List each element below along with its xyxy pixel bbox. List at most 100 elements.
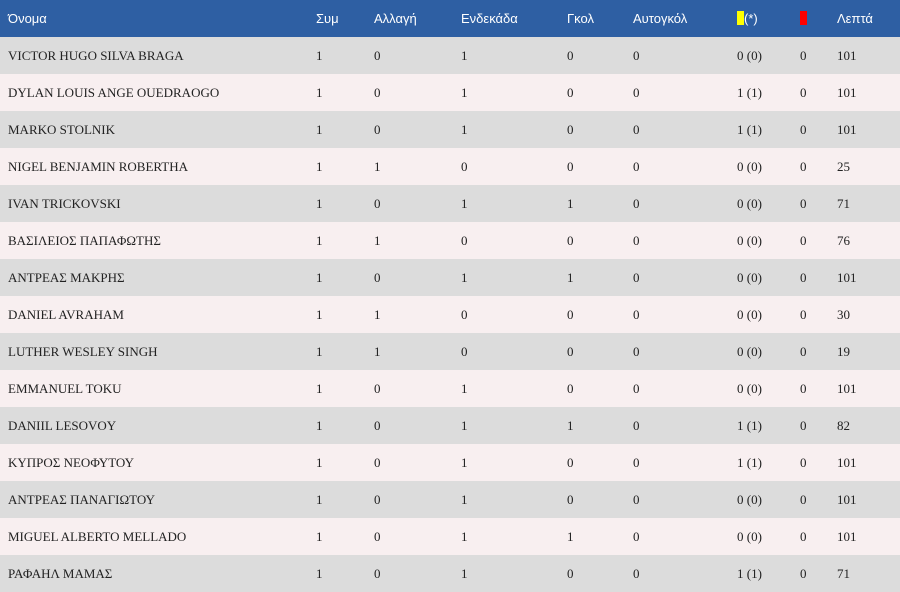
col-header-minutes[interactable]: Λεπτά (837, 11, 873, 26)
red-cards-cell: 0 (800, 306, 807, 322)
table-row: ΑΝΤΡΕΑΣ ΜΑΚΡΗΣ 1 0 1 1 0 0 (0) 0 101 (0, 259, 900, 296)
yellow-cards-cell: 0 (0) (737, 343, 762, 359)
yellow-cards-cell: 0 (0) (737, 380, 762, 396)
own-goals-cell: 0 (633, 417, 640, 433)
col-header-yellow-cards[interactable]: (*) (737, 0, 800, 37)
goals-cell: 1 (567, 195, 574, 211)
table-row: NIGEL BENJAMIN ROBERTHA 1 1 0 0 0 0 (0) 0 25 (0, 148, 900, 185)
start-cell: 1 (461, 121, 468, 137)
yellow-card-icon (737, 11, 744, 25)
sub-cell: 1 (374, 306, 381, 322)
red-cards-cell: 0 (800, 417, 807, 433)
apps-cell: 1 (316, 343, 323, 359)
apps-cell: 1 (316, 565, 323, 581)
sub-cell: 0 (374, 84, 381, 100)
player-name: LUTHER WESLEY SINGH (8, 343, 158, 359)
col-header-red-cards[interactable] (800, 0, 837, 37)
sub-cell: 0 (374, 47, 381, 63)
apps-cell: 1 (316, 491, 323, 507)
player-name: IVAN TRICKOVSKI (8, 195, 121, 211)
minutes-cell: 101 (837, 84, 857, 100)
own-goals-cell: 0 (633, 380, 640, 396)
start-cell: 1 (461, 195, 468, 211)
goals-cell: 0 (567, 84, 574, 100)
minutes-cell: 101 (837, 528, 857, 544)
goals-cell: 0 (567, 343, 574, 359)
start-cell: 1 (461, 565, 468, 581)
own-goals-cell: 0 (633, 84, 640, 100)
player-name: MIGUEL ALBERTO MELLADO (8, 528, 187, 544)
goals-cell: 1 (567, 417, 574, 433)
yellow-cards-cell: 1 (1) (737, 454, 762, 470)
goals-cell: 0 (567, 158, 574, 174)
player-name: ΡΑΦΑΗΛ ΜΑΜΑΣ (8, 565, 113, 581)
table-row: EMMANUEL TOKU 1 0 1 0 0 0 (0) 0 101 (0, 370, 900, 407)
col-header-name[interactable]: Όνομα (8, 11, 47, 26)
yellow-cards-cell: 0 (0) (737, 491, 762, 507)
own-goals-cell: 0 (633, 306, 640, 322)
yellow-cards-cell: 0 (0) (737, 195, 762, 211)
goals-cell: 0 (567, 232, 574, 248)
red-cards-cell: 0 (800, 565, 807, 581)
apps-cell: 1 (316, 306, 323, 322)
sub-cell: 1 (374, 158, 381, 174)
table-row: ΚΥΠΡΟΣ ΝΕΟΦΥΤΟΥ 1 0 1 0 0 1 (1) 0 101 (0, 444, 900, 481)
start-cell: 0 (461, 343, 468, 359)
goals-cell: 0 (567, 380, 574, 396)
yellow-cards-cell: 1 (1) (737, 417, 762, 433)
col-header-start[interactable]: Ενδεκάδα (461, 11, 518, 26)
player-name: NIGEL BENJAMIN ROBERTHA (8, 158, 189, 174)
sub-cell: 0 (374, 565, 381, 581)
own-goals-cell: 0 (633, 195, 640, 211)
table-row: VICTOR HUGO SILVA BRAGA 1 0 1 0 0 0 (0) 0 101 (0, 37, 900, 74)
sub-cell: 1 (374, 232, 381, 248)
yellow-cards-cell: 1 (1) (737, 121, 762, 137)
col-header-goals[interactable]: Γκολ (567, 11, 594, 26)
apps-cell: 1 (316, 417, 323, 433)
red-cards-cell: 0 (800, 380, 807, 396)
table-row: ΒΑΣΙΛΕΙΟΣ ΠΑΠΑΦΩΤΗΣ 1 1 0 0 0 0 (0) 0 76 (0, 222, 900, 259)
col-header-sub[interactable]: Αλλαγή (374, 11, 417, 26)
own-goals-cell: 0 (633, 454, 640, 470)
minutes-cell: 101 (837, 121, 857, 137)
apps-cell: 1 (316, 454, 323, 470)
yellow-cards-cell: 0 (0) (737, 306, 762, 322)
table-row: LUTHER WESLEY SINGH 1 1 0 0 0 0 (0) 0 19 (0, 333, 900, 370)
start-cell: 0 (461, 232, 468, 248)
sub-cell: 0 (374, 380, 381, 396)
apps-cell: 1 (316, 47, 323, 63)
red-cards-cell: 0 (800, 47, 807, 63)
goals-cell: 0 (567, 491, 574, 507)
yellow-cards-cell: 1 (1) (737, 84, 762, 100)
table-row: ΑΝΤΡΕΑΣ ΠΑΝΑΓΙΩΤΟΥ 1 0 1 0 0 0 (0) 0 101 (0, 481, 900, 518)
own-goals-cell: 0 (633, 121, 640, 137)
own-goals-cell: 0 (633, 491, 640, 507)
table-row: ΡΑΦΑΗΛ ΜΑΜΑΣ 1 0 1 0 0 1 (1) 0 71 (0, 555, 900, 592)
apps-cell: 1 (316, 121, 323, 137)
player-name: ΑΝΤΡΕΑΣ ΜΑΚΡΗΣ (8, 269, 125, 285)
yellow-cards-cell: 0 (0) (737, 158, 762, 174)
yellow-cards-cell: 0 (0) (737, 528, 762, 544)
table-row: IVAN TRICKOVSKI 1 0 1 1 0 0 (0) 0 71 (0, 185, 900, 222)
own-goals-cell: 0 (633, 528, 640, 544)
player-name: EMMANUEL TOKU (8, 380, 122, 396)
col-header-own-goals[interactable]: Αυτογκόλ (633, 11, 688, 26)
apps-cell: 1 (316, 232, 323, 248)
start-cell: 0 (461, 158, 468, 174)
red-cards-cell: 0 (800, 84, 807, 100)
apps-cell: 1 (316, 158, 323, 174)
table-row: MIGUEL ALBERTO MELLADO 1 0 1 1 0 0 (0) 0 101 (0, 518, 900, 555)
sub-cell: 1 (374, 343, 381, 359)
start-cell: 1 (461, 491, 468, 507)
table-row: DANIEL AVRAHAM 1 1 0 0 0 0 (0) 0 30 (0, 296, 900, 333)
minutes-cell: 101 (837, 47, 857, 63)
yellow-suffix: (*) (744, 11, 758, 26)
col-header-apps[interactable]: Συμ (316, 11, 339, 26)
minutes-cell: 101 (837, 269, 857, 285)
sub-cell: 0 (374, 454, 381, 470)
apps-cell: 1 (316, 84, 323, 100)
player-name: DANIEL AVRAHAM (8, 306, 124, 322)
goals-cell: 0 (567, 121, 574, 137)
red-cards-cell: 0 (800, 195, 807, 211)
goals-cell: 0 (567, 47, 574, 63)
